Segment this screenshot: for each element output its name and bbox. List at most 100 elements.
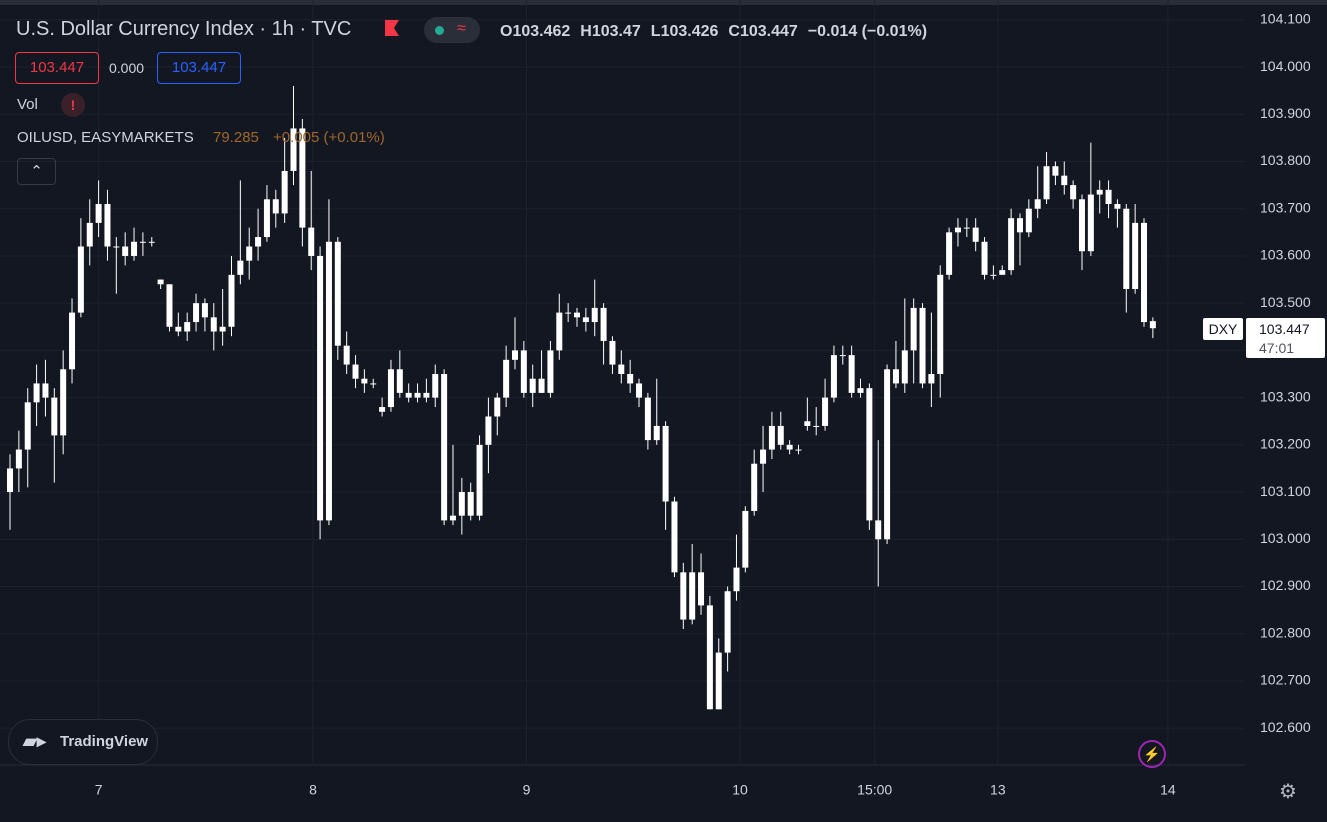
compare-price: 79.285: [213, 129, 259, 146]
candle-body: [458, 492, 465, 516]
grid: [0, 0, 1245, 765]
candle-body: [405, 392, 412, 398]
y-tick-label: 102.800: [1260, 624, 1311, 640]
candle-body: [272, 199, 279, 214]
alerts-button[interactable]: ⚡: [1138, 740, 1166, 768]
candle-body: [910, 307, 917, 351]
candle-body: [618, 364, 625, 374]
candle-body: [467, 492, 474, 516]
candle-body: [786, 444, 793, 450]
collapse-button[interactable]: ⌃: [17, 158, 56, 185]
x-tick-label: 10: [732, 782, 748, 798]
volume-warning[interactable]: !: [61, 93, 85, 117]
y-tick-label: 103.500: [1260, 294, 1311, 310]
candle-body: [582, 317, 589, 323]
ohlc-change: −0.014 (−0.01%): [807, 23, 928, 40]
candle-body: [343, 345, 350, 365]
candle-body: [122, 246, 129, 256]
candle-body: [511, 350, 518, 360]
candle-body: [104, 204, 111, 247]
candle-body: [1052, 166, 1059, 176]
candle-body: [680, 572, 687, 620]
candle-body: [520, 350, 527, 393]
ohlc-key: H: [580, 23, 592, 40]
candle-body: [69, 312, 76, 370]
brand-badge[interactable]: ▰▸ TradingView: [8, 719, 158, 765]
candle-body: [15, 449, 22, 469]
candle-body: [600, 307, 607, 341]
candle-body: [1114, 204, 1121, 209]
y-tick-label: 102.900: [1260, 577, 1311, 593]
candle-body: [946, 232, 953, 275]
candle-body: [263, 199, 270, 238]
candle-body: [892, 369, 899, 384]
candle-body: [689, 572, 696, 620]
candle-body: [237, 260, 244, 275]
candle-body: [1016, 218, 1023, 233]
flag-svg: [385, 20, 399, 36]
candle-body: [875, 520, 882, 540]
price-tag: 103.447 47:01: [1246, 318, 1325, 358]
candle-body: [148, 241, 155, 243]
candles: [7, 85, 1156, 710]
candle-body: [361, 378, 368, 384]
candle-body: [299, 128, 306, 228]
x-tick-label: 15:00: [857, 782, 892, 798]
candle-body: [644, 397, 651, 441]
ohlc-key: O: [500, 23, 513, 40]
y-tick-label: 103.800: [1260, 152, 1311, 168]
chart-title: U.S. Dollar Currency Index · 1h · TVC: [16, 18, 352, 40]
y-tick-label: 102.600: [1260, 719, 1311, 735]
axes: 102.600 102.700 102.800 102.900 103.000 103.1…: [95, 11, 1311, 798]
candle-body: [24, 402, 31, 450]
candle-body: [813, 425, 820, 427]
flag-icon[interactable]: [385, 20, 399, 36]
candle-body: [228, 274, 235, 327]
candle-body: [884, 369, 891, 540]
candle-body: [60, 369, 67, 436]
candle-body: [1141, 222, 1148, 323]
candle-body: [246, 246, 253, 261]
candle-body: [706, 605, 713, 710]
candle-body: [768, 425, 775, 450]
y-tick-label: 102.700: [1260, 672, 1311, 688]
candle-body: [556, 312, 563, 351]
candle-body: [219, 326, 226, 332]
candle-body: [33, 383, 40, 403]
candle-body: [742, 510, 749, 568]
candle-body: [981, 241, 988, 275]
candle-body: [653, 425, 660, 441]
y-tick-label: 103.700: [1260, 199, 1311, 215]
candle-body: [928, 374, 935, 384]
candle-body: [432, 374, 439, 398]
delay-icon: ≈: [457, 20, 466, 37]
candle-body: [1061, 175, 1068, 186]
volume-label: Vol: [17, 96, 38, 113]
sell-button[interactable]: 103.447: [15, 52, 99, 84]
x-tick-label: 13: [990, 782, 1006, 798]
x-tick-label: 14: [1160, 782, 1176, 798]
compare-change: +0.005 (+0.01%): [273, 129, 385, 146]
price-tag-value: 103.447: [1259, 321, 1310, 337]
settings-button[interactable]: ⚙: [1279, 781, 1297, 803]
ohlc-value: 103.447: [739, 23, 798, 40]
candle-body: [538, 378, 545, 393]
x-tick-label: 8: [309, 782, 317, 798]
compare-symbol: OILUSD, EASYMARKETS: [17, 129, 194, 146]
candle-body: [86, 222, 93, 247]
candle-body: [830, 355, 837, 398]
buy-button[interactable]: 103.447: [157, 52, 241, 84]
candle-body: [423, 392, 430, 398]
candle-body: [139, 241, 146, 243]
y-tick-label: 103.100: [1260, 483, 1311, 499]
candle-body: [441, 374, 448, 521]
candle-body: [733, 567, 740, 592]
candle-body: [627, 374, 634, 384]
status-pill[interactable]: ≈: [424, 17, 480, 43]
candle-body: [193, 303, 200, 323]
candle-body: [7, 468, 14, 493]
candle-body: [51, 397, 58, 436]
candle-body: [113, 246, 120, 248]
candle-body: [201, 303, 208, 318]
price-tag-symbol: DXY: [1203, 318, 1243, 340]
